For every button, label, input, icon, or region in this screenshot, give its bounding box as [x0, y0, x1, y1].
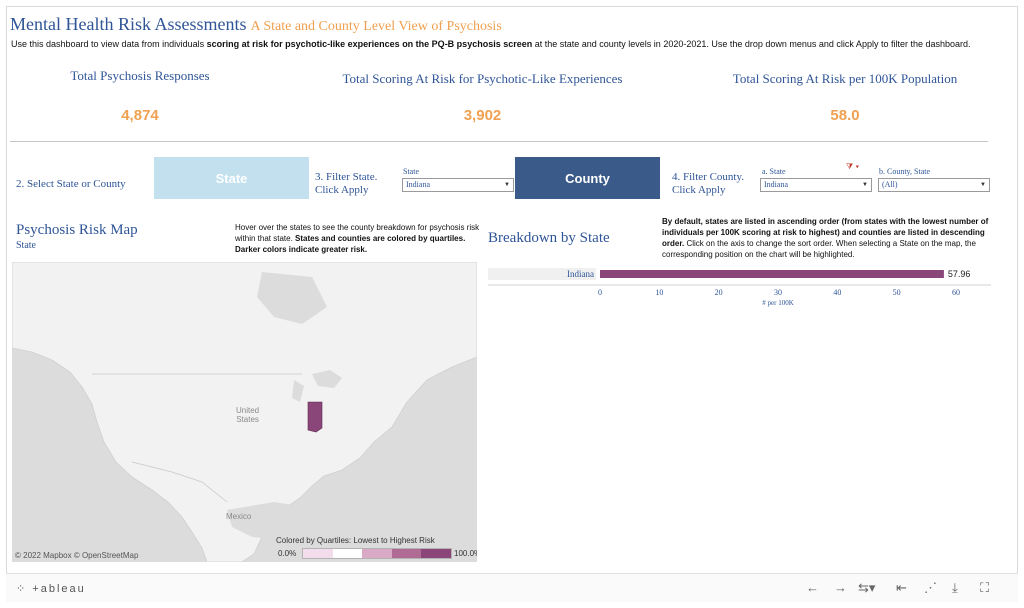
legend-swatch — [362, 549, 392, 558]
kpi-per-100k-value: 58.0 — [830, 107, 860, 124]
indiana-highlight[interactable] — [307, 401, 323, 433]
b-county-dropdown[interactable]: (All) ▼ — [878, 178, 990, 192]
x-tick-label: 60 — [952, 288, 960, 297]
x-tick-label: 0 — [598, 288, 602, 297]
dashboard-title-row: Mental Health Risk Assessments A State an… — [10, 14, 502, 35]
step3-label-line2: Click Apply — [315, 184, 369, 196]
legend-color-ramp — [302, 548, 452, 559]
description-text-end: at the state and county levels in 2020-2… — [532, 39, 971, 49]
tableau-logo-text: +ableau — [32, 583, 86, 595]
breakdown-note-text: Click on the axis to change the sort ord… — [662, 239, 976, 259]
map-title: Psychosis Risk Map — [16, 222, 138, 238]
psychosis-risk-map[interactable]: United States Mexico © 2022 Mapbox © Ope… — [12, 262, 477, 562]
chevron-down-icon: ▼ — [504, 182, 510, 188]
dashboard-description: Use this dashboard to view data from ind… — [11, 38, 996, 55]
b-county-label: b. County, State — [879, 167, 931, 176]
step4-label-line2: Click Apply — [672, 184, 726, 196]
legend-min-label: 0.0% — [278, 549, 297, 558]
hudson-bay — [257, 272, 327, 324]
tableau-toolbar: ⁘ +ableau ← → ⇆▾ ⇤ ⋰ ⤓ ⛶ — [6, 573, 1018, 602]
step3-label: 3. Filter State. Click Apply — [315, 171, 377, 197]
clear-filter-icon[interactable]: ⧩ ▾ — [846, 162, 860, 171]
download-icon[interactable]: ⤓ — [952, 580, 958, 595]
county-toggle-button[interactable]: County — [515, 157, 660, 199]
legend-swatch — [332, 549, 363, 558]
undo-icon[interactable]: ← — [806, 580, 819, 595]
map-attribution[interactable]: © 2022 Mapbox © OpenStreetMap — [15, 551, 139, 560]
state-filter-label: State — [403, 167, 419, 176]
x-tick-label: 30 — [774, 288, 782, 297]
data-label: 57.96 — [948, 269, 971, 279]
dashboard-title: Mental Health Risk Assessments — [10, 14, 247, 34]
a-state-dropdown[interactable]: Indiana ▼ — [760, 178, 872, 192]
revert-icon[interactable]: ⇆▾ — [858, 580, 876, 595]
map-label-mexico: Mexico — [226, 512, 252, 521]
state-bar-chart[interactable]: Indiana 57.96 0 10 20 30 40 50 60 # per 100K — [486, 264, 996, 314]
chevron-down-icon: ▼ — [862, 182, 868, 188]
map-svg — [12, 262, 477, 562]
step3-label-line1: 3. Filter State. — [315, 171, 378, 183]
x-tick-label: 10 — [655, 288, 663, 297]
description-bold-text: scoring at risk for psychotic-like exper… — [206, 39, 533, 49]
category-label: Indiana — [567, 269, 594, 279]
kpi-per-100k-label: Total Scoring At Risk per 100K Populatio… — [732, 71, 958, 86]
great-lakes — [312, 370, 342, 388]
kpi-total-responses-value: 4,874 — [121, 107, 159, 124]
step4-label-line1: 4. Filter County. — [672, 171, 745, 183]
kpi-at-risk-label: Total Scoring At Risk for Psychotic-Like… — [342, 71, 623, 86]
legend-swatch — [303, 549, 333, 558]
legend-max-label: 100.0% — [454, 549, 477, 558]
kpi-total-responses-label: Total Psychosis Responses — [70, 68, 210, 83]
map-note-bold: States and counties are colored by quart… — [235, 234, 466, 254]
section-divider — [10, 141, 988, 142]
breakdown-note-bold: By default, states are listed in ascendi… — [662, 217, 989, 248]
redo-icon[interactable]: → — [834, 580, 847, 595]
description-text: Use this dashboard to view data from ind… — [11, 39, 207, 49]
x-tick-label: 40 — [833, 288, 841, 297]
land-north-america — [12, 262, 477, 562]
map-note-text: Hover over the states to see the county … — [235, 223, 480, 243]
kpi-at-risk-value: 3,902 — [463, 107, 502, 124]
state-toggle-button[interactable]: State — [154, 157, 309, 199]
dashboard-subtitle: A State and County Level View of Psychos… — [250, 19, 502, 34]
legend-swatch — [391, 549, 422, 558]
tableau-logo-icon: ⁘ — [16, 583, 28, 595]
x-tick-label: 50 — [893, 288, 901, 297]
a-state-label: a. State — [762, 167, 786, 176]
map-label-us-line1: United — [236, 406, 260, 415]
chevron-down-icon: ▼ — [980, 182, 986, 188]
breakdown-note: By default, states are listed in ascendi… — [662, 216, 992, 260]
map-note: Hover over the states to see the county … — [235, 222, 483, 255]
state-filter-dropdown[interactable]: Indiana ▼ — [402, 178, 514, 192]
tableau-logo[interactable]: ⁘ +ableau — [16, 582, 86, 595]
x-tick-label: 20 — [715, 288, 723, 297]
breakdown-title: Breakdown by State — [488, 230, 610, 246]
step4-label: 4. Filter County. Click Apply — [672, 171, 744, 197]
x-axis-label: # per 100K — [762, 299, 794, 307]
legend-swatch — [421, 549, 451, 558]
gulf-of-mexico — [227, 502, 312, 540]
share-icon[interactable]: ⋰ — [924, 580, 937, 595]
state-filter-value: Indiana — [406, 180, 430, 189]
b-county-value: (All) — [882, 180, 898, 189]
category-band — [488, 268, 596, 280]
border-line — [131, 461, 228, 503]
step2-label: 2. Select State or County — [16, 178, 126, 190]
fullscreen-icon[interactable]: ⛶ — [980, 580, 990, 595]
legend-title: Colored by Quartiles: Lowest to Highest … — [276, 536, 435, 545]
map-subtitle: State — [16, 240, 36, 251]
a-state-value: Indiana — [764, 180, 788, 189]
lake-michigan — [292, 380, 304, 402]
map-label-united-states: United States — [236, 406, 259, 424]
map-label-us-line2: States — [236, 415, 259, 424]
bar[interactable] — [600, 270, 944, 278]
revert-all-icon[interactable]: ⇤ — [896, 580, 907, 595]
